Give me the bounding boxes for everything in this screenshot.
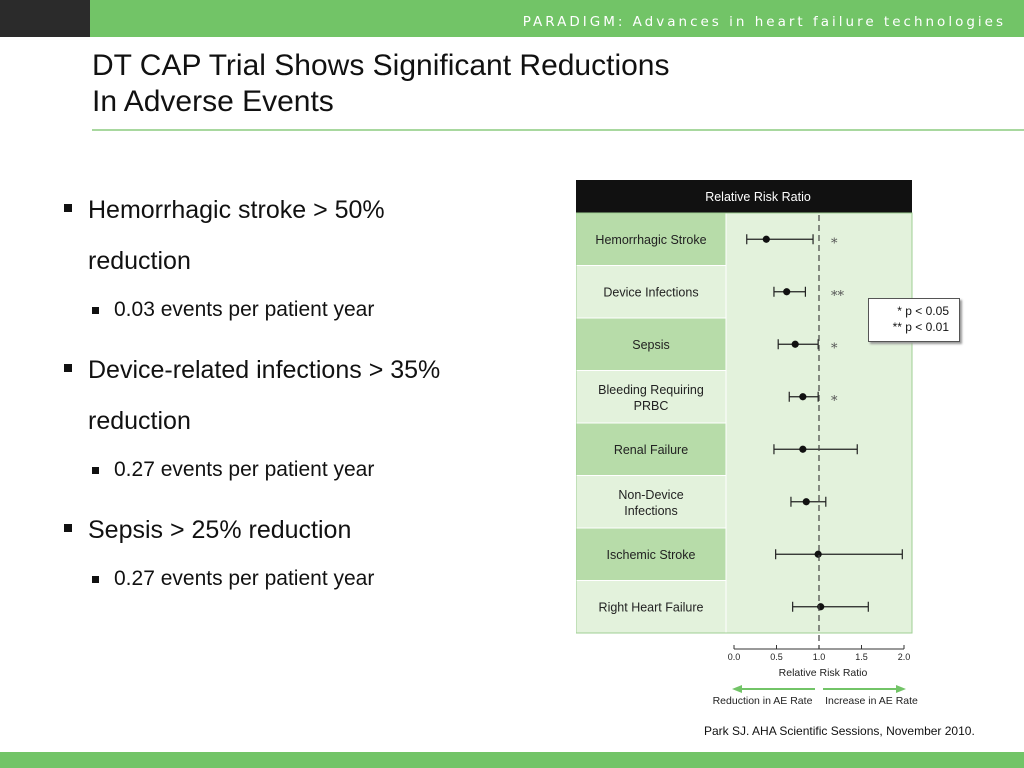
sub-bullet-text: 0.27 events per patient year <box>114 458 375 481</box>
bullet-square-icon <box>64 204 72 212</box>
reduction-arrow-head <box>732 685 742 693</box>
x-tick-label: 0.5 <box>770 652 783 662</box>
row-label-cell <box>576 475 727 529</box>
bullet-list: Hemorrhagic stroke > 50% reduction 0.03 … <box>60 185 530 614</box>
increase-arrow-head <box>896 685 906 693</box>
header-dark-block <box>0 0 90 37</box>
sub-bullet-text: 0.03 events per patient year <box>114 298 375 321</box>
row-label: Ischemic Stroke <box>607 548 696 562</box>
row-label: Hemorrhagic Stroke <box>595 233 706 247</box>
sub-bullet-square-icon <box>92 467 99 474</box>
bullet-text-line1: Device-related infections > 35% <box>88 356 441 384</box>
row-label-cell <box>576 370 727 424</box>
slide-title: DT CAP Trial Shows Significant Reduction… <box>92 48 670 120</box>
footer-bar <box>0 752 1024 768</box>
bullet-item: Hemorrhagic stroke > 50% reduction <box>60 185 530 287</box>
bullet-text-line1: Hemorrhagic stroke > 50% <box>88 196 385 224</box>
title-divider <box>92 129 1024 131</box>
legend-line-p05: * p < 0.05 <box>897 304 949 318</box>
slide-title-line2: In Adverse Events <box>92 85 334 118</box>
row-label-cell <box>576 580 727 634</box>
row-label: Non-Device <box>618 488 683 502</box>
sub-bullet-text: 0.27 events per patient year <box>114 567 375 590</box>
brand-title: PARADIGM: Advances in heart failure tech… <box>522 14 1006 30</box>
row-label: Infections <box>624 504 678 518</box>
risk-ratio-point <box>791 340 799 348</box>
x-axis-label: Relative Risk Ratio <box>779 667 868 679</box>
header-bar <box>90 0 1024 37</box>
risk-ratio-point <box>817 603 825 611</box>
plot-area-background <box>726 213 912 633</box>
significance-marker: * <box>831 236 838 251</box>
arrow-left-label: Reduction in AE Rate <box>713 695 813 707</box>
bullet-text-line2: reduction <box>88 407 191 435</box>
risk-ratio-point <box>799 393 807 401</box>
significance-marker: * <box>831 394 838 409</box>
sub-bullet-item: 0.03 events per patient year <box>60 295 530 325</box>
bullet-text-line2: reduction <box>88 247 191 275</box>
significance-legend: * p < 0.05 ** p < 0.01 <box>868 298 960 342</box>
row-label: Bleeding Requiring <box>598 383 704 397</box>
legend-line-p01: ** p < 0.01 <box>892 320 949 334</box>
row-label: PRBC <box>634 399 669 413</box>
row-label-cell <box>576 317 727 371</box>
row-label: Sepsis <box>632 338 670 352</box>
bullet-item: Sepsis > 25% reduction <box>60 505 530 556</box>
bullet-square-icon <box>64 524 72 532</box>
row-label-cell <box>576 422 727 476</box>
significance-marker: * <box>831 341 838 356</box>
row-label: Right Heart Failure <box>599 600 704 614</box>
forest-plot: Relative Risk Ratio Hemorrhagic Stroke * De… <box>576 180 918 707</box>
x-tick-label: 2.0 <box>898 652 911 662</box>
bullet-text-line1: Sepsis > 25% reduction <box>88 516 352 544</box>
plot-frame <box>576 212 913 634</box>
bullet-item: Device-related infections > 35% reductio… <box>60 345 530 447</box>
sub-bullet-square-icon <box>92 307 99 314</box>
chart-title: Relative Risk Ratio <box>705 190 811 204</box>
risk-ratio-point <box>802 498 810 506</box>
row-label: Device Infections <box>603 285 698 299</box>
citation: Park SJ. AHA Scientific Sessions, Novemb… <box>704 724 975 738</box>
arrow-right-label: Increase in AE Rate <box>825 695 918 707</box>
sub-bullet-item: 0.27 events per patient year <box>60 564 530 594</box>
x-tick-label: 0.0 <box>728 652 741 662</box>
sub-bullet-item: 0.27 events per patient year <box>60 455 530 485</box>
risk-ratio-point <box>799 445 807 453</box>
sub-bullet-square-icon <box>92 576 99 583</box>
risk-ratio-point <box>762 235 770 243</box>
risk-ratio-point <box>783 288 791 296</box>
risk-ratio-point <box>814 550 822 558</box>
chart-header <box>576 180 912 213</box>
row-label-cell <box>576 265 727 319</box>
significance-marker: ** <box>831 289 845 304</box>
x-tick-label: 1.5 <box>855 652 868 662</box>
bullet-square-icon <box>64 364 72 372</box>
slide-title-line1: DT CAP Trial Shows Significant Reduction… <box>92 49 670 82</box>
row-label: Renal Failure <box>614 443 688 457</box>
x-tick-label: 1.0 <box>813 652 826 662</box>
